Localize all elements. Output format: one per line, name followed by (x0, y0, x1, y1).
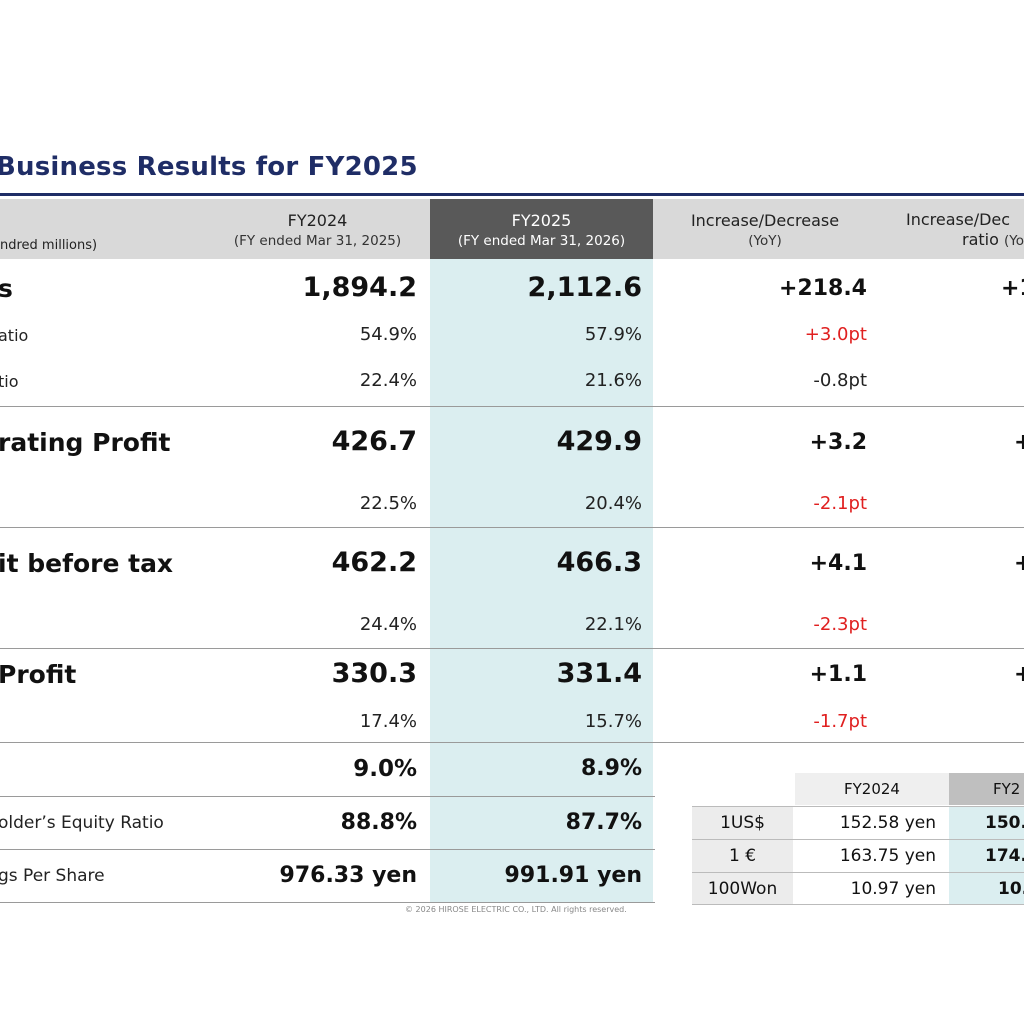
row-divider (0, 849, 655, 850)
header-increase-ratio-yoy: (YoY (1003, 233, 1024, 249)
header-increase-ratio-sub: ratio (962, 230, 999, 249)
header-increase-decrease-title: Increase/Decrease (690, 211, 840, 230)
row-ratio-a-diff: +3.0pt (804, 324, 867, 345)
table-header-current-year (430, 199, 653, 259)
row-roe-fy2024: 9.0% (353, 756, 417, 782)
row-net-sales-fy2025: 2,112.6 (527, 272, 642, 303)
fx-row-won-fy2025: 10. (998, 879, 1024, 899)
row-net-sales-ratio: +1 (1001, 276, 1024, 301)
row-eps-fy2024: 976.33 yen (279, 863, 417, 888)
row-divider (0, 648, 1024, 649)
copyright-notice: © 2026 HIROSE ELECTRIC CO., LTD. All rig… (405, 905, 627, 914)
row-ratio-a-fy2025: 57.9% (584, 324, 642, 345)
row-ratio-b-diff: -0.8pt (813, 370, 867, 391)
row-operating-profit-fy2024: 426.7 (331, 426, 417, 457)
row-pbt-diff: +4.1 (809, 551, 867, 576)
current-year-column-highlight (430, 259, 653, 902)
fx-row-eur-fy2025: 174. (985, 846, 1024, 866)
row-ratio-b-label: tio (0, 372, 19, 391)
fx-header-fy2025-bg (949, 773, 1024, 805)
fx-divider (692, 872, 1024, 873)
row-net-sales-fy2024: 1,894.2 (302, 272, 417, 303)
row-eps-label: gs Per Share (0, 866, 105, 886)
fx-header-fy2024: FY2024 (844, 780, 900, 798)
header-fy2025: FY2025 (FY ended Mar 31, 2026) (430, 211, 653, 251)
header-increase-decrease: Increase/Decrease (YoY) (670, 211, 860, 251)
header-fy2024: FY2024 (FY ended Mar 31, 2025) (205, 211, 430, 251)
row-divider (0, 742, 1024, 743)
row-operating-profit-fy2025: 429.9 (556, 426, 642, 457)
row-pbt-fy2025: 466.3 (556, 547, 642, 578)
fx-row-usd-fy2024: 152.58 yen (839, 813, 936, 833)
row-op-margin-fy2024: 22.5% (359, 493, 417, 514)
row-np-margin-fy2024: 17.4% (359, 711, 417, 732)
row-equity-ratio-fy2024: 88.8% (340, 810, 417, 835)
fx-divider (692, 839, 1024, 840)
row-pbt-margin-diff: -2.3pt (813, 614, 867, 635)
row-np-margin-diff: -1.7pt (813, 711, 867, 732)
fx-row-usd-label-bg (692, 807, 793, 839)
fx-header-fy2025: FY2 (993, 780, 1021, 798)
fx-row-eur-label: 1 € (728, 846, 757, 866)
fx-row-eur-label-bg (692, 840, 793, 872)
row-eps-fy2025: 991.91 yen (504, 863, 642, 888)
fx-row-usd-hl (949, 807, 1024, 839)
row-operating-profit-ratio: + (1014, 430, 1024, 455)
row-pbt-label: it before tax (0, 549, 174, 578)
header-fy2025-sub: (FY ended Mar 31, 2026) (457, 233, 626, 249)
fx-row-won-fy2024: 10.97 yen (850, 879, 936, 899)
row-net-profit-diff: +1.1 (809, 662, 867, 687)
fx-row-eur-hl (949, 840, 1024, 872)
row-net-sales-label: s (0, 274, 13, 303)
page-title: Business Results for FY2025 (0, 152, 418, 182)
row-divider (0, 902, 655, 903)
row-equity-ratio-fy2025: 87.7% (565, 810, 642, 835)
row-pbt-margin-fy2025: 22.1% (584, 614, 642, 635)
row-divider (0, 527, 1024, 528)
header-increase-ratio-title: Increase/Dec (906, 210, 1011, 229)
row-operating-profit-label: rating Profit (0, 428, 171, 457)
row-divider (0, 796, 655, 797)
row-pbt-fy2024: 462.2 (331, 547, 417, 578)
row-divider (0, 406, 1024, 407)
row-roe-fy2025: 8.9% (580, 756, 642, 781)
fx-header-fy2024-bg (795, 773, 949, 805)
row-net-profit-fy2025: 331.4 (556, 658, 642, 689)
row-ratio-a-label: atio (0, 326, 29, 345)
row-equity-ratio-label: older’s Equity Ratio (0, 813, 164, 833)
row-np-margin-fy2025: 15.7% (584, 711, 642, 732)
unit-label: ndred millions) (0, 238, 98, 253)
row-ratio-b-fy2024: 22.4% (359, 370, 417, 391)
header-fy2025-title: FY2025 (511, 211, 572, 230)
header-fy2024-sub: (FY ended Mar 31, 2025) (233, 233, 402, 249)
row-net-profit-label: Profit (0, 660, 77, 689)
row-op-margin-fy2025: 20.4% (584, 493, 642, 514)
fx-row-usd-label: 1US$ (720, 813, 765, 833)
header-fy2024-title: FY2024 (287, 211, 348, 230)
row-pbt-margin-fy2024: 24.4% (359, 614, 417, 635)
row-ratio-a-fy2024: 54.9% (359, 324, 417, 345)
title-divider (0, 193, 1024, 196)
header-increase-ratio: Increase/Dec ratio (YoY (906, 210, 1024, 251)
row-net-profit-fy2024: 330.3 (331, 658, 417, 689)
row-op-margin-diff: -2.1pt (813, 493, 867, 514)
fx-divider (692, 904, 1024, 905)
fx-row-eur-fy2024: 163.75 yen (839, 846, 936, 866)
row-operating-profit-diff: +3.2 (809, 430, 867, 455)
fx-row-won-hl (949, 873, 1024, 904)
row-net-profit-ratio: + (1014, 662, 1024, 687)
row-net-sales-diff: +218.4 (778, 276, 867, 301)
row-pbt-ratio: + (1014, 551, 1024, 576)
fx-row-usd-fy2025: 150. (985, 813, 1024, 833)
fx-divider (692, 806, 1024, 807)
fx-row-won-label-bg (692, 873, 793, 904)
row-ratio-b-fy2025: 21.6% (584, 370, 642, 391)
fx-row-won-label: 100Won (707, 879, 778, 899)
header-increase-decrease-sub: (YoY) (748, 233, 782, 249)
